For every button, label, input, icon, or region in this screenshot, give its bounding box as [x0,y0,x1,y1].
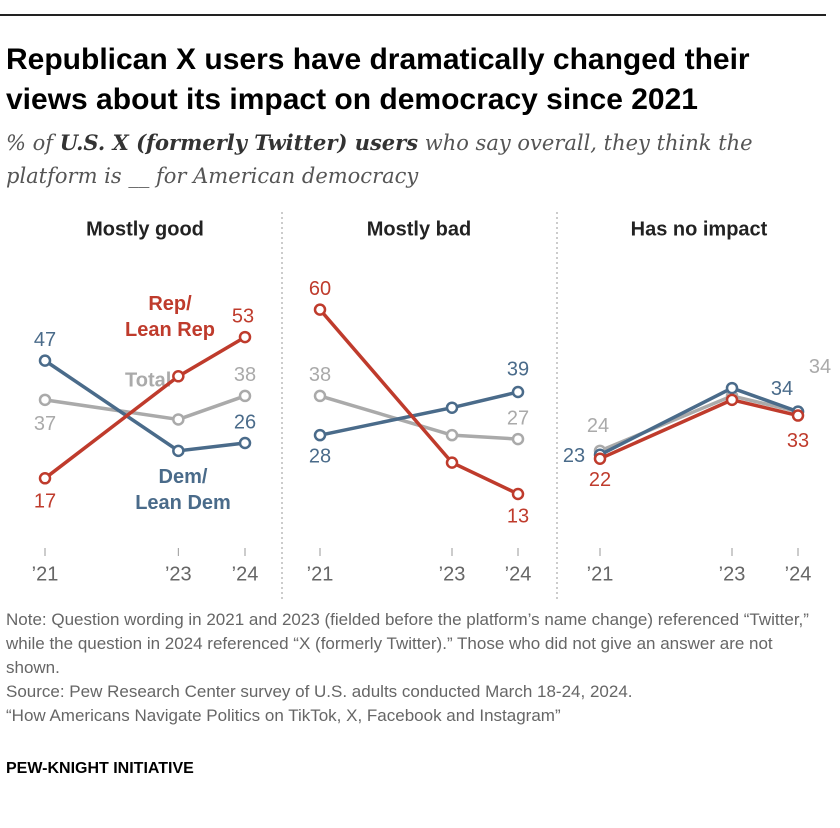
subtitle: % of U.S. X (formerly Twitter) users who… [6,126,806,193]
series-line [318,308,519,496]
data-point [238,330,252,344]
data-point [38,354,52,367]
data-point [445,456,459,469]
report: “How Americans Navigate Politics on TikT… [6,706,561,725]
value-label: 17 [34,491,56,513]
subtitle-text: who say overall, they think the platform… [6,131,753,188]
x-tick-label: ’23 [719,563,746,585]
data-point [725,381,739,395]
legend-label: Total [125,369,171,391]
value-label: 34 [771,378,793,400]
data-point [313,428,327,442]
series-line [319,394,519,441]
x-tick-label: ’21 [307,563,334,585]
legend-label: Dem/Lean Dem [135,466,231,514]
data-point [238,389,252,403]
subtitle-emphasis: U.S. X (formerly Twitter) users [59,130,419,155]
note: Note: Question wording in 2021 and 2023 … [6,610,809,677]
x-tick-label: ’21 [587,563,614,585]
value-label: 38 [234,364,256,386]
data-point [238,436,252,450]
x-tick-label: ’23 [439,563,466,585]
source: Source: Pew Research Center survey of U.… [6,682,633,701]
data-point [38,393,52,407]
data-point [313,389,327,403]
panel-title: Mostly good [86,218,204,240]
x-tick-label: ’24 [785,563,812,585]
value-label: 22 [589,469,611,491]
x-tick-label: ’23 [165,563,192,585]
data-point [313,303,327,316]
subtitle-text: % of [6,131,60,155]
panel-title: Has no impact [631,218,768,240]
data-point [511,385,525,399]
notes: Note: Question wording in 2021 and 2023 … [6,608,826,728]
data-point [593,452,607,465]
legend-line: Rep/ [148,293,192,315]
data-point [172,413,185,426]
footer: PEW-KNIGHT INITIATIVE [6,760,194,777]
data-point [445,428,459,442]
title: Republican X users have dramatically cha… [6,43,750,116]
data-point [445,401,459,414]
value-label: 60 [309,278,331,300]
value-label: 26 [234,411,256,433]
value-label: 34 [809,356,831,378]
series-line [44,394,246,422]
value-label: 47 [34,329,56,351]
legend-line: Dem/ [159,466,208,488]
x-tick-label: ’21 [32,563,59,585]
x-tick-label: ’24 [505,563,532,585]
value-label: 39 [507,358,529,380]
value-label: 33 [787,430,809,452]
data-point [172,444,185,458]
value-label: 53 [232,305,254,327]
data-point [511,487,525,501]
value-label: 27 [507,407,529,429]
value-label: 13 [507,505,529,527]
value-label: 28 [309,445,331,467]
panel-title: Mostly bad [367,218,471,240]
chart: Mostly good ’21 ’23 ’24 37 38 Total 47 26 Dem/Lea… [32,212,831,600]
legend-line: Lean Rep [125,319,215,341]
value-label: 38 [309,364,331,386]
value-label: 37 [34,413,56,435]
series-line [319,390,519,437]
value-label: 24 [587,415,609,437]
data-point [791,409,805,422]
legend-label: Rep/Lean Rep [125,293,215,341]
data-point [172,370,185,383]
data-point [725,393,739,407]
x-tick-label: ’24 [232,563,259,585]
data-point [511,432,525,446]
value-label: 23 [563,445,585,467]
data-point [38,472,52,485]
legend-line: Lean Dem [135,492,231,514]
top-rule [0,14,826,16]
